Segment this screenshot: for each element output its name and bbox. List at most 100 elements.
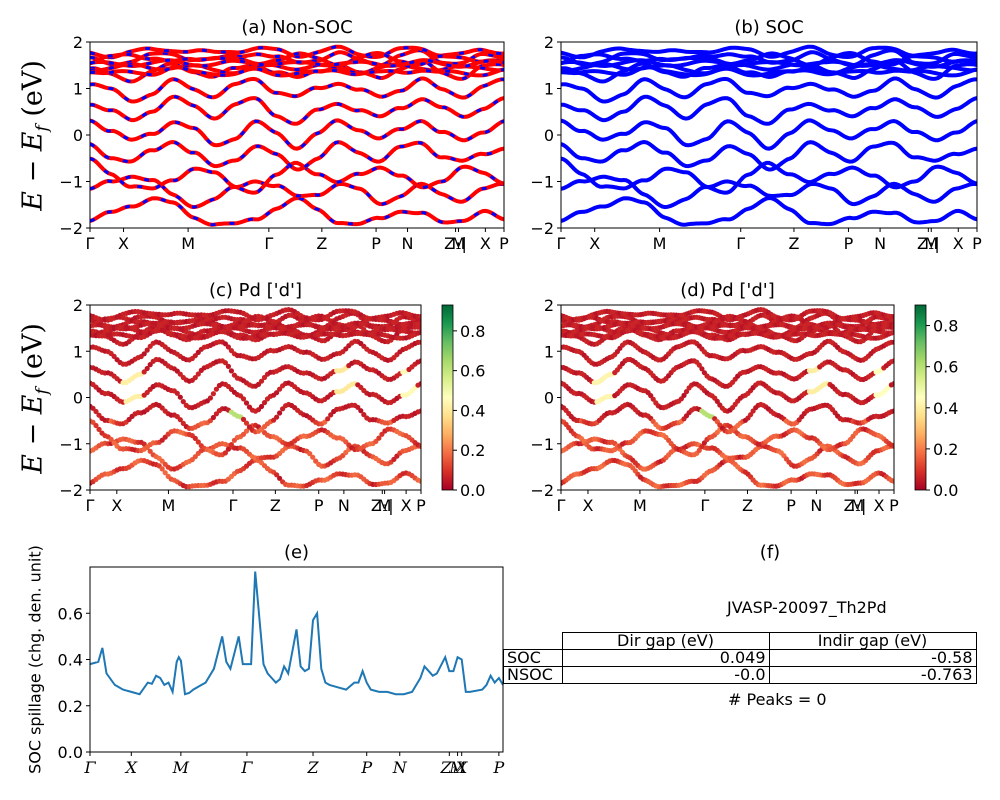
x-tick-label: Z — [742, 496, 753, 515]
y-tick-label: 0.4 — [58, 651, 83, 670]
x-tick-label: Γ — [83, 758, 96, 777]
projected-point — [195, 439, 201, 445]
ylabel-energy-middle: E − Ef (eV) — [17, 323, 53, 474]
band-line-dashed — [90, 157, 504, 195]
y-tick-label: 0.0 — [58, 743, 83, 762]
projected-point — [225, 363, 231, 369]
ylabel-energy-top: E − Ef (eV) — [17, 60, 53, 211]
projected-point — [258, 403, 265, 410]
band-line — [561, 156, 977, 195]
band-line-dashed — [90, 175, 504, 209]
projected-point — [891, 313, 894, 320]
y-tick-label: −2 — [530, 219, 554, 238]
colorbar — [914, 304, 927, 491]
projected-point — [180, 399, 186, 405]
projected-point — [144, 347, 150, 353]
projected-point — [418, 478, 421, 484]
projected-point — [748, 412, 754, 418]
projected-point — [258, 378, 265, 384]
projected-points — [561, 307, 894, 490]
projected-point — [418, 408, 421, 414]
projected-point — [891, 322, 894, 328]
projected-point — [418, 313, 421, 320]
panel-title: (a) Non-SOC — [241, 17, 352, 38]
x-tick-label: X — [582, 496, 593, 515]
band-lines — [90, 44, 504, 227]
x-tick-label: Z — [788, 234, 799, 253]
x-tick-label: M — [452, 234, 466, 253]
colorbar-tick-label: 0.8 — [933, 317, 958, 336]
y-tick-label: −1 — [59, 435, 83, 454]
x-tick-label: M — [653, 234, 667, 253]
projected-point — [683, 389, 690, 395]
projected-point — [418, 329, 421, 335]
x-tick-label: M — [448, 758, 466, 777]
projected-point — [277, 410, 283, 416]
panel-title: (c) Pd ['d'] — [209, 280, 302, 301]
projected-point — [328, 412, 334, 418]
y-tick-label: 2 — [544, 296, 554, 315]
x-tick-label: X — [480, 234, 491, 253]
y-tick-label: 1 — [544, 80, 554, 99]
colorbar-tick-label: 0.6 — [460, 362, 485, 381]
gap-header-dir: Dir gap (eV) — [561, 632, 770, 650]
ylabel-spillage: SOC spillage (chg. den. unit) — [25, 545, 45, 774]
projected-point — [192, 375, 198, 381]
projected-point — [891, 358, 894, 364]
panel-title-f: (f) — [760, 542, 780, 563]
projected-point — [699, 366, 705, 372]
band-line — [90, 94, 504, 126]
band-line — [90, 76, 504, 104]
projected-point — [261, 400, 268, 406]
x-tick-label: N — [338, 496, 350, 515]
projected-point — [891, 339, 894, 345]
colorbar-tick-label: 0.0 — [933, 481, 958, 500]
y-tick-label: −2 — [59, 481, 83, 500]
projected-point — [147, 362, 153, 368]
x-tick-label: P — [492, 758, 504, 777]
y-tick-label: −1 — [59, 173, 83, 192]
projected-point — [699, 444, 705, 450]
band-line-dashed — [90, 58, 504, 69]
x-tick-label: X — [874, 496, 885, 515]
x-tick-label: X — [401, 496, 412, 515]
projected-point — [162, 470, 168, 476]
projected-point — [222, 450, 228, 456]
band-line — [561, 94, 977, 126]
gap-row-label: SOC — [503, 649, 563, 667]
x-tick-label: N — [392, 758, 408, 777]
projected-point — [358, 408, 364, 414]
gap-header-indir: Indir gap (eV) — [768, 632, 977, 650]
projected-point — [207, 395, 213, 401]
projected-point — [225, 446, 231, 452]
projected-point — [274, 390, 280, 396]
y-tick-label: 2 — [73, 33, 83, 52]
x-tick-label: X — [953, 234, 964, 253]
x-tick-label: M — [924, 234, 938, 253]
x-tick-label: P — [889, 496, 899, 515]
x-tick-label: Z — [316, 234, 327, 253]
projected-point — [246, 424, 253, 430]
gap-cell-indir: -0.58 — [768, 649, 977, 667]
projected-point — [376, 435, 382, 441]
colorbar-tick-label: 0.4 — [460, 401, 485, 420]
x-tick-label: Z — [270, 496, 281, 515]
x-tick-label: Γ — [736, 234, 745, 253]
x-tick-label: N — [810, 496, 822, 515]
projected-point — [322, 419, 328, 425]
projected-point — [144, 365, 150, 372]
band-line — [561, 118, 977, 151]
colorbar-tick-label: 0.2 — [460, 441, 485, 460]
projected-point — [174, 390, 180, 396]
band-line — [561, 174, 977, 210]
projected-point — [141, 369, 147, 375]
projected-point — [418, 322, 421, 328]
band-line — [90, 156, 504, 195]
projected-points — [90, 307, 421, 490]
projected-point — [277, 386, 283, 392]
projected-point — [277, 475, 283, 481]
projected-point — [195, 371, 201, 377]
colorbar-tick-label: 0.0 — [460, 481, 485, 500]
x-tick-label: X — [454, 758, 468, 777]
